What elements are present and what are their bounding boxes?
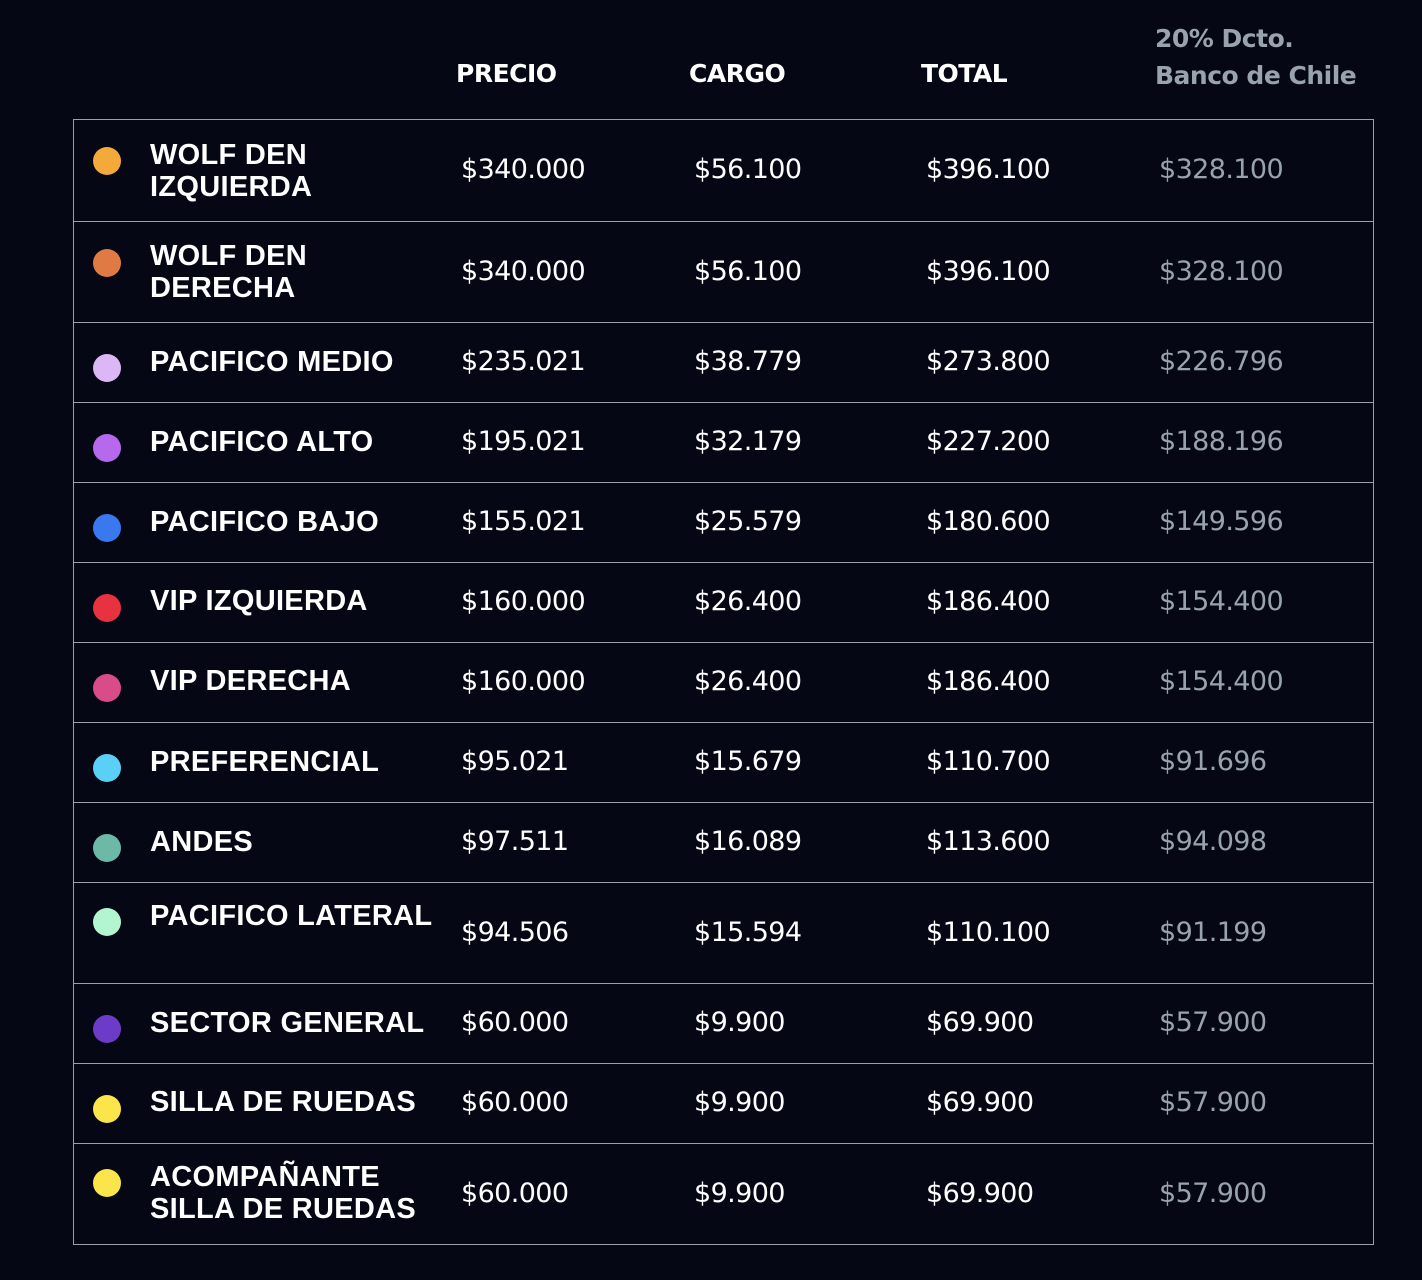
total-value: $227.200 [926,426,1051,457]
sector-name: ANDES [150,826,254,858]
sector-color-dot [93,434,121,462]
sector-color-dot [93,354,121,382]
cargo-value: $38.779 [694,346,802,377]
discount-value: $91.696 [1159,746,1267,777]
table-row: PREFERENCIAL $95.021 $15.679 $110.700 $9… [74,722,1373,802]
table-row: SECTOR GENERAL $60.000 $9.900 $69.900 $5… [74,983,1373,1063]
precio-value: $95.021 [461,746,569,777]
header-precio: PRECIO [456,59,557,88]
cargo-value: $26.400 [694,586,802,617]
table-row: PACIFICO MEDIO $235.021 $38.779 $273.800… [74,322,1373,402]
discount-value: $328.100 [1159,256,1284,287]
total-value: $180.600 [926,506,1051,537]
discount-value: $57.900 [1159,1007,1267,1038]
sector-color-dot [93,514,121,542]
total-value: $396.100 [926,154,1051,185]
cargo-value: $9.900 [694,1087,785,1118]
sector-color-dot [93,1169,121,1197]
discount-value: $154.400 [1159,586,1284,617]
header-discount-line1: 20% Dcto. [1155,24,1294,53]
table-row: PACIFICO BAJO $155.021 $25.579 $180.600 … [74,482,1373,562]
cargo-value: $9.900 [694,1007,785,1038]
total-value: $69.900 [926,1178,1034,1209]
cargo-value: $26.400 [694,666,802,697]
table-row: PACIFICO ALTO $195.021 $32.179 $227.200 … [74,402,1373,482]
total-value: $110.700 [926,746,1051,777]
precio-value: $195.021 [461,426,586,457]
sector-color-dot [93,908,121,936]
discount-value: $226.796 [1159,346,1284,377]
sector-name: PREFERENCIAL [150,746,380,778]
discount-value: $188.196 [1159,426,1284,457]
total-value: $186.400 [926,586,1051,617]
table-row: PACIFICO LATERAL $94.506 $15.594 $110.10… [74,882,1373,983]
discount-value: $94.098 [1159,826,1267,857]
total-value: $69.900 [926,1087,1034,1118]
header-cargo: CARGO [689,59,786,88]
sector-color-dot [93,674,121,702]
table-row: VIP IZQUIERDA $160.000 $26.400 $186.400 … [74,562,1373,642]
sector-name: SECTOR GENERAL [150,1007,425,1039]
sector-color-dot [93,834,121,862]
header-discount-line2: Banco de Chile [1155,61,1357,90]
header-discount: 20% Dcto. Banco de Chile [1155,20,1357,94]
header-total: TOTAL [921,59,1008,88]
cargo-value: $56.100 [694,154,802,185]
discount-value: $57.900 [1159,1087,1267,1118]
precio-value: $60.000 [461,1087,569,1118]
precio-value: $155.021 [461,506,586,537]
discount-value: $57.900 [1159,1178,1267,1209]
total-value: $110.100 [926,917,1051,948]
sector-name: WOLF DEN IZQUIERDA [150,139,313,203]
total-value: $113.600 [926,826,1051,857]
precio-value: $60.000 [461,1007,569,1038]
sector-name: WOLF DEN DERECHA [150,240,308,304]
cargo-value: $25.579 [694,506,802,537]
precio-value: $94.506 [461,917,569,948]
precio-value: $160.000 [461,666,586,697]
sector-name: PACIFICO MEDIO [150,346,394,378]
precio-value: $60.000 [461,1178,569,1209]
cargo-value: $32.179 [694,426,802,457]
table-row: ACOMPAÑANTE SILLA DE RUEDAS $60.000 $9.9… [74,1143,1373,1244]
sector-color-dot [93,249,121,277]
discount-value: $149.596 [1159,506,1284,537]
table-header: PRECIO CARGO TOTAL 20% Dcto. Banco de Ch… [0,0,1422,119]
table-row: ANDES $97.511 $16.089 $113.600 $94.098 [74,802,1373,882]
table-row: SILLA DE RUEDAS $60.000 $9.900 $69.900 $… [74,1063,1373,1143]
precio-value: $160.000 [461,586,586,617]
table-row: WOLF DEN IZQUIERDA $340.000 $56.100 $396… [74,120,1373,221]
cargo-value: $15.594 [694,917,802,948]
total-value: $69.900 [926,1007,1034,1038]
cargo-value: $56.100 [694,256,802,287]
sector-color-dot [93,754,121,782]
sector-name: PACIFICO ALTO [150,426,374,458]
sector-color-dot [93,1095,121,1123]
cargo-value: $15.679 [694,746,802,777]
cargo-value: $9.900 [694,1178,785,1209]
total-value: $273.800 [926,346,1051,377]
sector-name: VIP IZQUIERDA [150,585,368,617]
discount-value: $91.199 [1159,917,1267,948]
precio-value: $97.511 [461,826,569,857]
sector-name: ACOMPAÑANTE SILLA DE RUEDAS [150,1161,417,1225]
discount-value: $154.400 [1159,666,1284,697]
precio-value: $340.000 [461,256,586,287]
precio-value: $340.000 [461,154,586,185]
sector-color-dot [93,147,121,175]
price-table: WOLF DEN IZQUIERDA $340.000 $56.100 $396… [73,119,1374,1245]
sector-name: PACIFICO BAJO [150,506,379,538]
sector-name: PACIFICO LATERAL [150,900,433,932]
sector-color-dot [93,594,121,622]
table-row: WOLF DEN DERECHA $340.000 $56.100 $396.1… [74,221,1373,322]
total-value: $186.400 [926,666,1051,697]
discount-value: $328.100 [1159,154,1284,185]
precio-value: $235.021 [461,346,586,377]
cargo-value: $16.089 [694,826,802,857]
total-value: $396.100 [926,256,1051,287]
sector-name: SILLA DE RUEDAS [150,1086,417,1118]
sector-name: VIP DERECHA [150,665,351,697]
table-row: VIP DERECHA $160.000 $26.400 $186.400 $1… [74,642,1373,722]
sector-color-dot [93,1015,121,1043]
